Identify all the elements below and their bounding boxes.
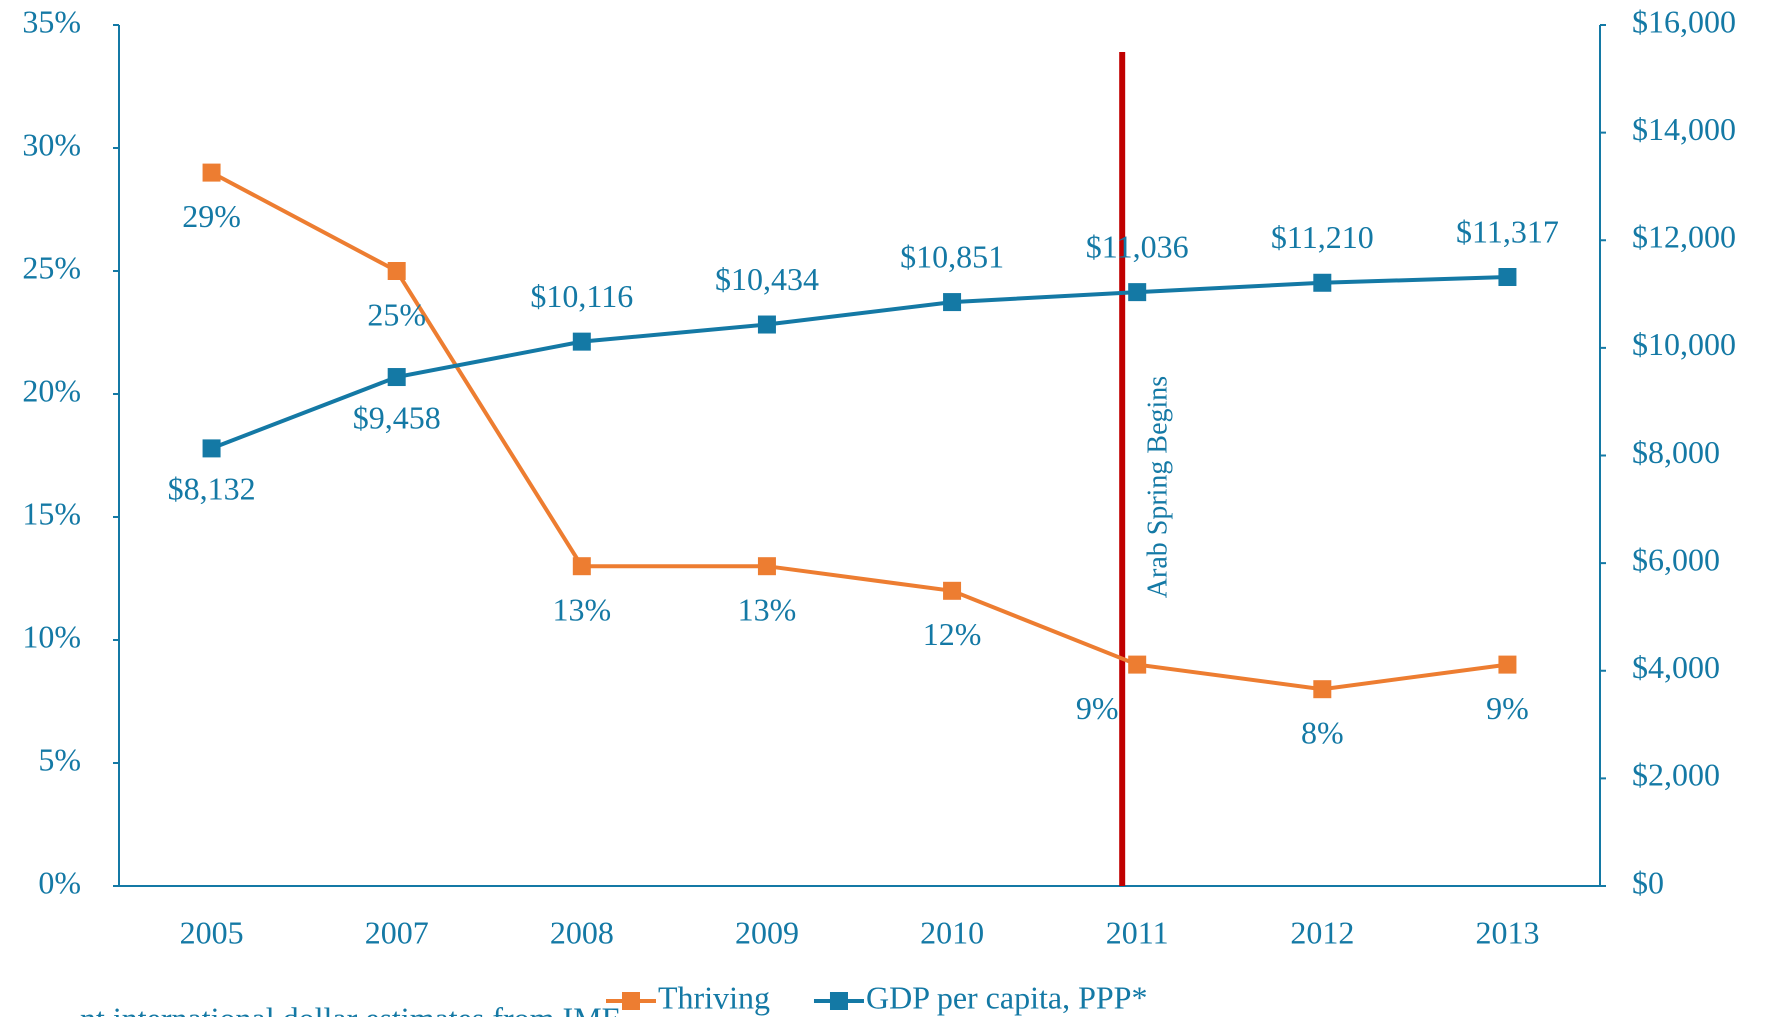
y2-tick-label: $4,000 xyxy=(1632,649,1720,685)
data-label: 8% xyxy=(1301,715,1344,751)
data-label: $11,317 xyxy=(1456,213,1559,249)
data-label: $8,132 xyxy=(168,471,256,507)
y-tick-label: 0% xyxy=(38,864,81,900)
y2-tick-label: $16,000 xyxy=(1632,3,1736,39)
y-tick-label: 35% xyxy=(22,3,81,39)
annotation-label: Arab Spring Begins xyxy=(1143,376,1174,598)
data-point xyxy=(943,293,962,312)
data-point xyxy=(202,163,221,182)
data-label: 9% xyxy=(1076,690,1119,726)
x-tick-label: 2010 xyxy=(920,914,984,950)
legend-marker xyxy=(622,992,640,1010)
x-tick-label: 2007 xyxy=(365,914,429,950)
data-point xyxy=(572,332,591,351)
data-label: $10,434 xyxy=(715,261,819,297)
footnote: nt international dollar estimates from I… xyxy=(80,1000,619,1017)
data-point xyxy=(1128,655,1147,674)
data-label: $11,210 xyxy=(1271,219,1374,255)
data-label: $10,851 xyxy=(900,238,1004,274)
data-label: 25% xyxy=(367,296,426,332)
x-tick-label: 2011 xyxy=(1106,914,1169,950)
series-line xyxy=(210,275,1508,451)
y2-tick-label: $8,000 xyxy=(1632,434,1720,470)
x-tick-label: 2005 xyxy=(180,914,244,950)
y2-tick-label: $6,000 xyxy=(1632,541,1720,577)
legend-label: GDP per capita, PPP* xyxy=(866,979,1147,1015)
y2-tick-label: $12,000 xyxy=(1632,219,1736,255)
y-tick-label: 20% xyxy=(22,372,81,408)
data-label: 13% xyxy=(552,592,611,628)
data-point xyxy=(1128,283,1147,302)
data-point xyxy=(387,262,406,280)
x-tick-label: 2013 xyxy=(1475,914,1539,950)
data-label: $10,116 xyxy=(530,278,633,314)
y-tick-label: 25% xyxy=(22,249,81,285)
data-label: $9,458 xyxy=(353,399,441,435)
x-tick-label: 2012 xyxy=(1290,914,1354,950)
series-line xyxy=(210,170,1508,692)
y2-tick-label: $2,000 xyxy=(1632,757,1720,793)
data-label: $11,036 xyxy=(1086,228,1189,264)
data-label: 29% xyxy=(182,198,241,234)
data-label: 9% xyxy=(1486,690,1529,726)
y-tick-label: 5% xyxy=(38,741,81,777)
legend-marker xyxy=(829,992,848,1010)
data-point xyxy=(943,581,962,600)
y-tick-label: 10% xyxy=(22,618,81,654)
x-tick-label: 2008 xyxy=(550,914,614,950)
data-point xyxy=(1313,273,1332,292)
data-point xyxy=(202,439,221,458)
data-point xyxy=(1498,655,1517,674)
data-label: 13% xyxy=(738,592,797,628)
legend-label: Thriving xyxy=(658,979,770,1015)
y-tick-label: 30% xyxy=(22,126,81,162)
y-tick-label: 15% xyxy=(22,495,81,531)
x-tick-label: 2009 xyxy=(735,914,799,950)
y2-tick-label: $14,000 xyxy=(1632,111,1736,147)
data-point xyxy=(1313,680,1332,699)
data-point xyxy=(1498,268,1517,287)
y2-tick-label: $0 xyxy=(1632,864,1664,900)
data-point xyxy=(387,368,406,387)
data-point xyxy=(757,557,776,576)
data-label: 12% xyxy=(923,616,982,652)
y2-tick-label: $10,000 xyxy=(1632,326,1736,362)
data-point xyxy=(757,315,776,334)
data-point xyxy=(572,557,591,576)
